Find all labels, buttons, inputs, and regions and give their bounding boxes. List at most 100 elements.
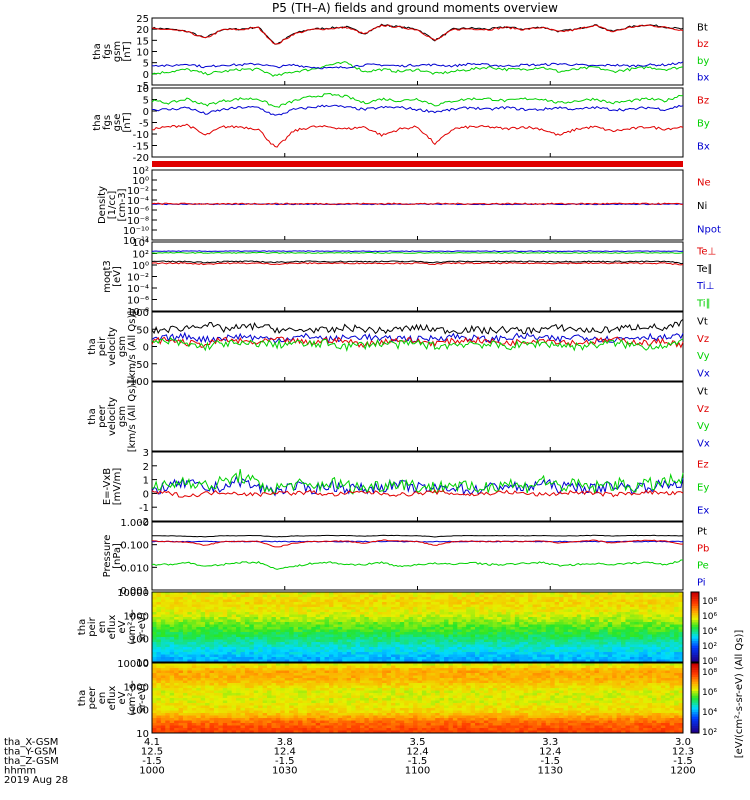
spectrogram-cell <box>647 594 653 598</box>
spectrogram-cell <box>616 647 622 650</box>
spectrogram-cell <box>545 647 551 650</box>
spectrogram-cell <box>359 627 365 630</box>
spectrogram-cell <box>351 685 357 689</box>
spectrogram-cell <box>333 617 339 620</box>
spectrogram-cell <box>311 663 317 666</box>
spectrogram-cell <box>249 720 255 724</box>
spectrogram-cell <box>607 609 613 613</box>
spectrogram-cell <box>475 647 480 650</box>
spectrogram-cell <box>240 688 246 691</box>
spectrogram-cell <box>399 624 405 628</box>
spectrogram-cell <box>182 678 188 681</box>
spectrogram-cell <box>364 639 370 643</box>
spectrogram-cell <box>612 607 618 610</box>
spectrogram-cell <box>315 642 321 645</box>
spectrogram-cell <box>302 634 308 638</box>
spectrogram-cell <box>187 594 193 598</box>
spectrogram-cell <box>470 619 476 623</box>
spectrogram-cell <box>594 597 600 600</box>
spectrogram-cell <box>320 604 326 608</box>
spectrogram-cell <box>315 673 321 676</box>
spectrogram-cell <box>643 642 649 645</box>
spectrogram-cell <box>152 597 157 600</box>
spectrogram-cell <box>399 612 405 615</box>
spectrogram-cell <box>612 602 618 605</box>
spectrogram-cell <box>404 654 410 658</box>
spectrogram-cell <box>625 609 631 613</box>
spectrogram-cell <box>231 597 237 600</box>
spectrogram-cell <box>191 720 197 724</box>
spectrogram-cell <box>382 592 388 595</box>
colorbar-tick-label: 10² <box>702 642 717 652</box>
spectrogram-cell <box>178 657 184 660</box>
spectrogram-cell <box>457 632 463 635</box>
spectrogram-cell <box>435 609 441 613</box>
spectrogram-cell <box>439 609 445 613</box>
spectrogram-cell <box>634 642 640 645</box>
spectrogram-cell <box>302 594 308 598</box>
spectrogram-cell <box>444 647 449 650</box>
spectrogram-cell <box>213 594 219 598</box>
spectrogram-cell <box>594 649 600 653</box>
spectrogram-cell <box>351 622 357 625</box>
spectrogram-cell <box>306 725 312 729</box>
spectrogram-cell <box>612 612 618 615</box>
spectrogram-cell <box>678 627 684 630</box>
spectrogram-cell <box>346 642 352 645</box>
spectrogram-cell <box>262 730 268 734</box>
spectrogram-cell <box>674 594 680 598</box>
spectrogram-cell <box>404 597 410 600</box>
spectrogram-cell <box>222 632 228 635</box>
spectrogram-cell <box>355 639 361 643</box>
spectrogram-cell <box>320 639 326 643</box>
spectrogram-cell <box>182 624 188 628</box>
spectrogram-cell <box>267 599 272 603</box>
spectrogram-cell <box>448 644 454 648</box>
spectrogram-cell <box>435 627 441 630</box>
spectrogram-cell <box>191 647 197 650</box>
colorbar-cell <box>691 636 699 640</box>
spectrogram-cell <box>209 607 215 610</box>
spectrogram-cell <box>182 654 188 658</box>
spectrogram-cell <box>399 599 405 603</box>
spectrogram-cell <box>298 695 303 699</box>
spectrogram-cell <box>430 657 436 660</box>
spectrogram-cell <box>572 594 578 598</box>
spectrogram-cell <box>439 652 445 655</box>
spectrogram-cell <box>209 604 215 608</box>
spectrogram-cell <box>293 665 299 669</box>
spectrogram-cell <box>581 637 587 640</box>
spectrogram-cell <box>497 629 503 633</box>
spectrogram-cell <box>408 609 414 613</box>
spectrogram-cell <box>302 673 308 676</box>
spectrogram-cell <box>634 644 640 648</box>
spectrogram-cell <box>647 627 653 630</box>
spectrogram-cell <box>152 617 157 620</box>
spectrogram-cell <box>457 607 463 610</box>
spectrogram-cell <box>399 617 405 620</box>
spectrogram-cell <box>408 647 414 650</box>
spectrogram-cell <box>351 675 357 679</box>
spectrogram-cell <box>302 693 308 696</box>
spectrogram-cell <box>253 652 259 655</box>
spectrogram-cell <box>289 597 295 600</box>
spectrogram-cell <box>430 634 436 638</box>
spectrogram-cell <box>550 639 556 643</box>
spectrogram-cell <box>483 594 489 598</box>
spectrogram-cell <box>191 685 197 689</box>
spectrogram-cell <box>213 670 219 674</box>
spectrogram-cell <box>222 597 228 600</box>
spectrogram-cell <box>488 647 494 650</box>
spectrogram-cell <box>448 652 454 655</box>
spectrogram-cell <box>616 644 622 648</box>
spectrogram-cell <box>205 634 211 638</box>
spectrogram-cell <box>368 624 374 628</box>
spectrogram-cell <box>346 637 352 640</box>
spectrogram-cell <box>249 678 255 681</box>
spectrogram-cell <box>320 725 326 729</box>
spectrogram-cell <box>156 683 162 686</box>
spectrogram-cell <box>351 639 357 643</box>
spectrogram-cell <box>249 688 255 691</box>
spectrogram-cell <box>306 594 312 598</box>
spectrogram-cell <box>298 703 303 706</box>
